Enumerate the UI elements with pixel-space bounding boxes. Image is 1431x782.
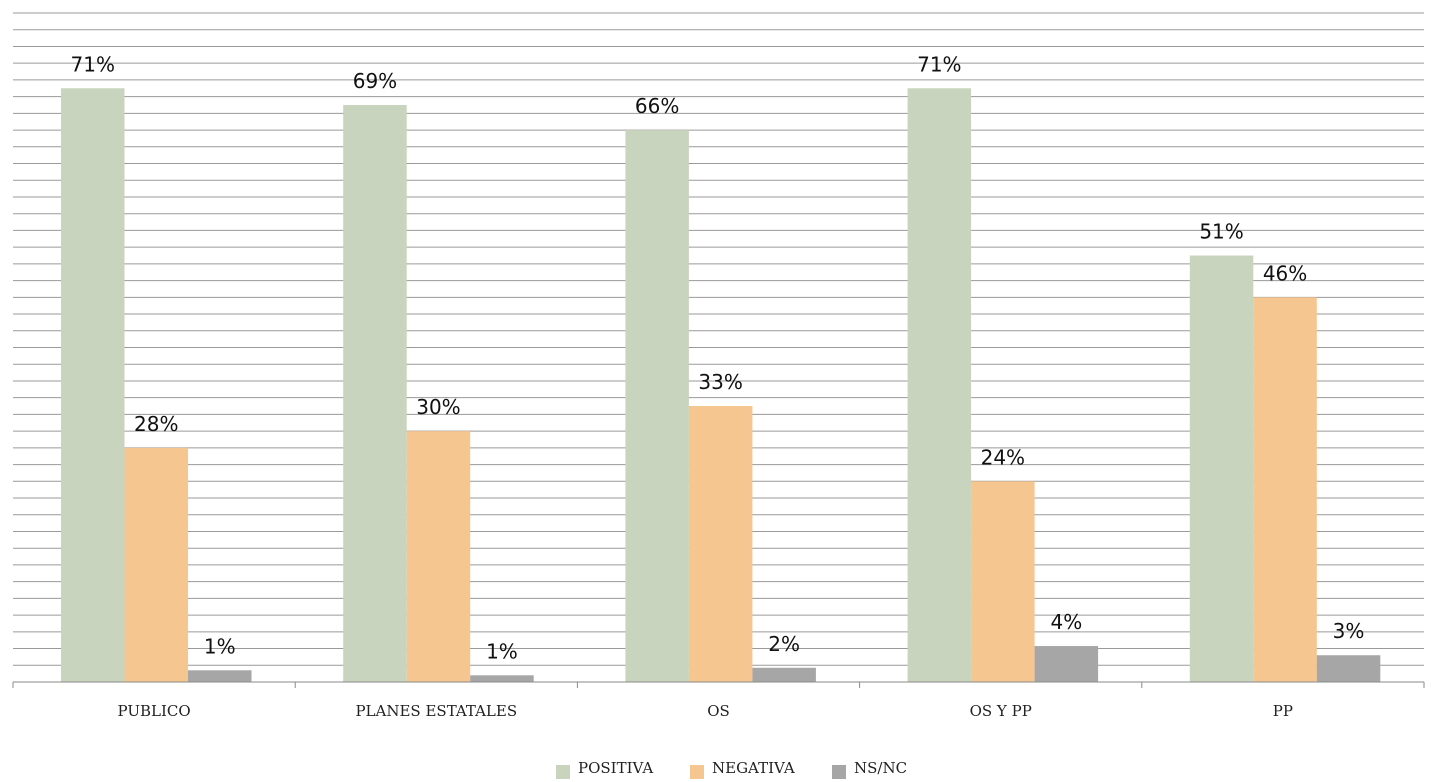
data-label: 4% [1050,610,1082,634]
data-label: 46% [1263,261,1307,285]
bar-negativa [971,481,1035,682]
data-label: 2% [768,632,800,656]
legend: POSITIVA NEGATIVA NS/NC [556,759,907,779]
legend-swatch [556,765,570,779]
x-tick-label: PP [1273,702,1293,720]
bar-ns-nc [188,670,252,682]
x-tick-label: PUBLICO [118,702,191,720]
bar-positiva [907,88,972,682]
data-label: 28% [134,412,178,436]
legend-swatch [690,765,704,779]
bar-positiva [1189,255,1254,682]
legend-swatch [832,765,846,779]
bar-ns-nc [752,667,816,682]
data-label: 66% [635,94,679,118]
data-label: 1% [486,639,518,663]
bar-positiva [61,88,125,682]
bar-negativa [688,406,753,682]
data-label: 1% [204,634,236,658]
bar-ns-nc [470,675,534,682]
bar-ns-nc [1316,655,1381,682]
bar-ns-nc [1034,646,1099,682]
bar-negativa [124,447,188,682]
data-label: 71% [71,52,115,76]
bar-positiva [343,104,407,683]
data-label: 30% [416,395,460,419]
legend-label: NS/NC [854,759,907,777]
bars [61,88,1381,683]
data-label: 3% [1333,619,1365,643]
data-label: 33% [698,370,742,394]
x-tick-label: OS Y PP [970,702,1032,720]
x-tick-label: OS [707,702,730,720]
bar-negativa [1253,297,1317,682]
data-label: 51% [1199,220,1243,244]
data-label: 71% [917,52,961,76]
data-label: 69% [353,69,397,93]
x-axis: PUBLICO PLANES ESTATALES OS OS Y PP PP [12,681,1425,720]
legend-label: POSITIVA [578,759,653,777]
x-tick-label: PLANES ESTATALES [355,702,517,720]
bar-negativa [406,431,471,682]
bar-positiva [625,130,689,682]
data-labels: 71% 28% 1% 69% 30% 1% 66% 33% 2% 71% 24% 4% 51% 46% 3% [71,52,1365,663]
data-label: 24% [981,445,1025,469]
legend-label: NEGATIVA [712,759,795,777]
